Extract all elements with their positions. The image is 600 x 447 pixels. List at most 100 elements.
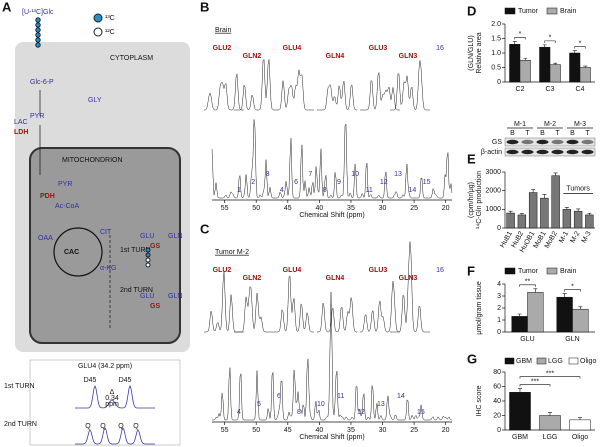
x-tick-label: 45 (284, 205, 292, 212)
peak-number: 3 (266, 171, 270, 178)
x-tick-label: 50 (252, 205, 260, 212)
panel-label: E (467, 151, 476, 166)
carbon (35, 22, 41, 28)
blot-band (581, 149, 594, 155)
legend-c13 (93, 13, 103, 23)
panel-label: F (467, 263, 475, 278)
legend-label: Oligo (580, 358, 596, 365)
peak-number: 10 (351, 171, 359, 178)
error-bar (583, 65, 588, 68)
enzyme: PDH (40, 193, 55, 200)
bar (569, 52, 581, 83)
inset-title: GLU4 (34.2 ppm) (78, 363, 132, 370)
y-tick-label: 40 (493, 398, 501, 405)
blot-band (506, 139, 519, 145)
x-tick-label: 35 (347, 427, 355, 434)
bar (585, 214, 594, 229)
y-tick-label: 2 (497, 305, 501, 312)
bar (549, 64, 561, 83)
legend-swatch (504, 357, 515, 365)
blot-group: M-2 (544, 121, 556, 128)
peak-number: 2 (251, 179, 255, 186)
spectrum (212, 291, 453, 421)
inset-label: 0.34 (105, 395, 119, 402)
legend-swatch (536, 357, 547, 365)
inset-label: GLU2 (213, 45, 232, 52)
turn-label: 2nd TURN (4, 421, 37, 428)
x-tick-label: GLU (520, 336, 534, 343)
error-bar (562, 293, 567, 298)
error-bar (553, 172, 558, 176)
metabolite: CIT (100, 229, 112, 236)
metabolite: GLU (140, 233, 154, 240)
legend-label: Tumor (518, 268, 539, 275)
x-tick-label: 25 (410, 427, 418, 434)
compartment: CYTOPLASM (110, 55, 153, 62)
error-bar (512, 41, 517, 45)
significance: * (571, 283, 574, 290)
x-tick-label: 55 (221, 427, 229, 434)
bar (519, 60, 531, 83)
inset-label: GLU3 (369, 45, 388, 52)
error-bar (533, 288, 538, 293)
y-tick-label: 2.0 (491, 21, 501, 28)
x-tick-label: 55 (221, 205, 229, 212)
y-tick-label: 60 (493, 383, 501, 390)
inset-label: D45 (119, 377, 132, 384)
legend-label: Brain (560, 268, 576, 275)
significance-bracket (544, 40, 556, 43)
peak-number: 14 (408, 187, 416, 194)
inset-label: Q (118, 423, 124, 430)
x-tick-label: Oligo (572, 434, 588, 441)
inset-spectrum (234, 285, 274, 333)
blot-lane: T (525, 130, 530, 137)
carbon (145, 252, 151, 258)
blot-band (581, 139, 594, 145)
x-tick-label: 45 (284, 427, 292, 434)
legend-swatch (546, 7, 558, 15)
legend-swatch (504, 267, 516, 275)
legend-c12 (93, 27, 103, 37)
error-bar (564, 207, 569, 210)
error-bar (587, 212, 592, 215)
inset-spectrum (274, 69, 314, 111)
blot-band (566, 149, 579, 155)
inset-spectrum (360, 72, 400, 111)
bar (562, 209, 572, 229)
inset-label: Δ (110, 389, 115, 396)
panel-label: A (2, 0, 12, 14)
significance: *** (546, 371, 554, 378)
inset-spectrum (204, 73, 244, 111)
y-axis-label: (GLN/GLU) (468, 35, 475, 70)
y-tick-label: 0 (497, 329, 501, 336)
x-tick-label: 40 (315, 427, 323, 434)
significance: * (519, 31, 522, 38)
bar (517, 214, 527, 229)
enzyme: GS (150, 243, 160, 250)
peak-number: 4 (237, 409, 241, 416)
panel-label: C (200, 221, 210, 236)
error-bar (519, 213, 524, 215)
legend-swatch (568, 357, 579, 365)
legend-label: Tumor (518, 8, 539, 15)
y-tick-label: 1000 (485, 206, 501, 213)
peak-number: 6 (294, 179, 298, 186)
legend-swatch (546, 267, 558, 275)
metabolite: Ac-CoA (55, 203, 79, 210)
blot-band (536, 149, 549, 155)
error-bar (578, 306, 583, 310)
inset-label: ppm (105, 401, 119, 408)
bar (573, 210, 583, 229)
blot-strip (504, 147, 596, 157)
inset-trace (75, 427, 155, 445)
x-tick-label: 25 (410, 205, 418, 212)
y-tick-label: 1.5 (491, 35, 501, 42)
inset-spectrum (390, 241, 430, 333)
peak-number: 4 (280, 187, 284, 194)
bar (527, 292, 544, 333)
blot-band (566, 139, 579, 145)
x-tick-label: C4 (576, 86, 585, 93)
peak-number: 5 (257, 401, 261, 408)
blot-band (521, 149, 534, 155)
